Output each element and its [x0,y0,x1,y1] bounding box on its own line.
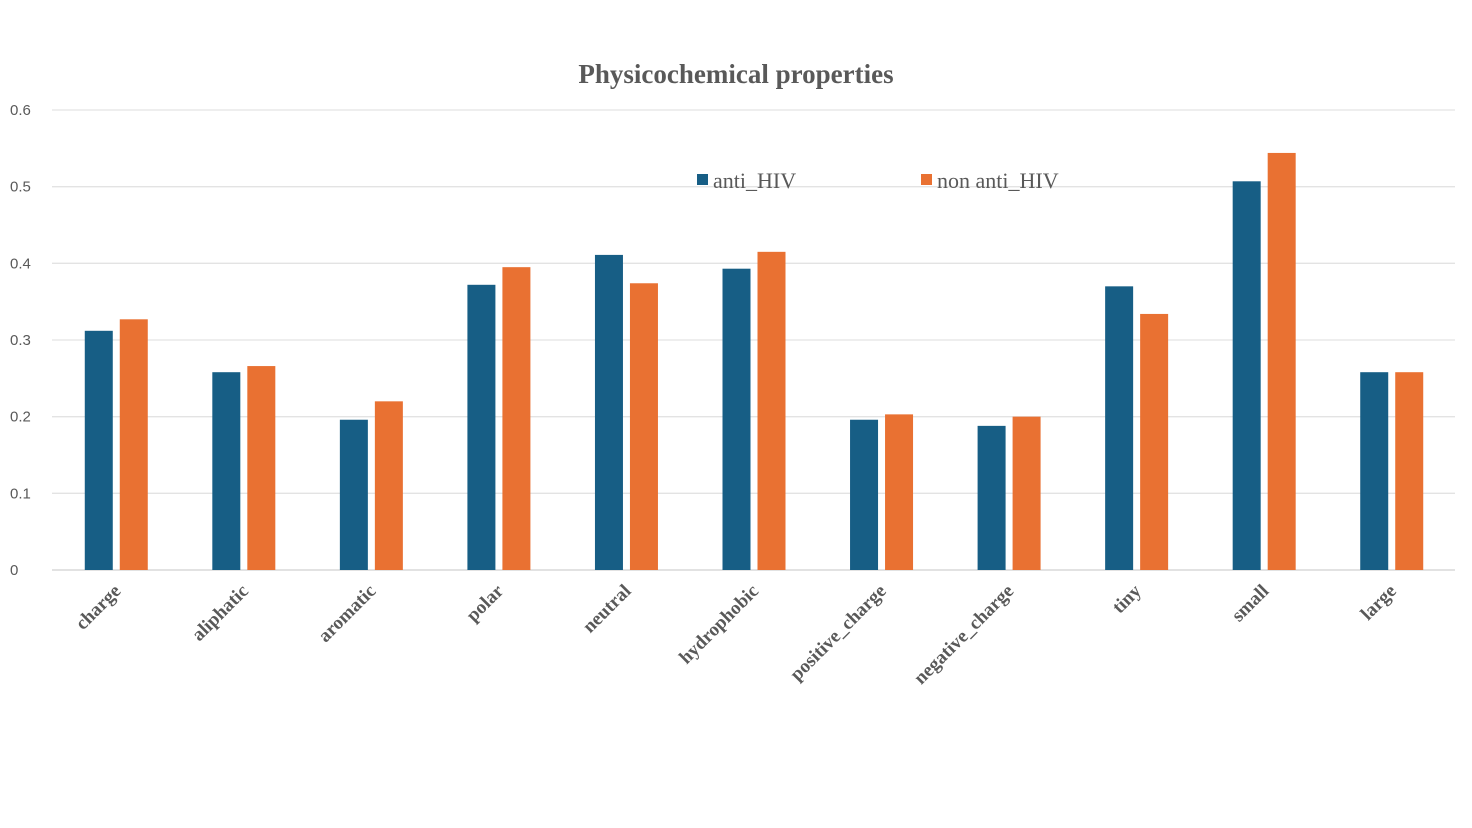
x-axis-ticks: charge aliphatic aromatic polar neutral hydro… [72,580,1401,689]
y-tick-label: 0.1 [10,485,31,502]
y-tick-label: 0.6 [10,102,31,119]
x-tick-label: negative_charge [910,581,1018,689]
legend-swatch-anti-hiv [697,174,708,185]
bar-negative-charge-non-anti-hiv [1012,416,1041,570]
bar-aromatic-anti-hiv [339,419,368,570]
x-tick-label: aromatic [314,581,380,647]
gridlines [52,109,1455,571]
legend-swatch-non-anti-hiv [921,174,932,185]
x-tick-label: hydrophobic [675,581,763,669]
y-tick-label: 0 [10,562,18,579]
y-tick-label: 0.5 [10,179,31,196]
x-tick-label: charge [72,581,126,635]
bar-charge-anti-hiv [84,330,113,570]
bar-aromatic-non-anti-hiv [374,401,403,570]
bar-large-anti-hiv [1360,372,1389,570]
bar-negative-charge-anti-hiv [977,425,1006,570]
x-tick-label: large [1357,581,1401,625]
bar-polar-anti-hiv [467,284,496,570]
bar-neutral-anti-hiv [594,254,623,570]
x-tick-label: positive_charge [786,581,890,685]
bars [84,152,1424,571]
bar-hydrophobic-anti-hiv [722,268,751,570]
chart-title: Physicochemical properties [578,59,893,89]
bar-hydrophobic-non-anti-hiv [757,251,786,571]
bar-positive-charge-non-anti-hiv [885,414,914,570]
bar-small-non-anti-hiv [1267,152,1296,570]
x-tick-label: neutral [579,581,636,638]
legend-label-non-anti-hiv: non anti_HIV [937,168,1059,193]
bar-neutral-non-anti-hiv [629,283,658,570]
legend: anti_HIV non anti_HIV [697,168,1059,193]
bar-aliphatic-non-anti-hiv [247,366,276,570]
x-tick-label: small [1228,581,1273,626]
y-tick-label: 0.3 [10,332,31,349]
x-tick-label: polar [462,580,508,626]
bar-aliphatic-anti-hiv [212,372,241,570]
bar-positive-charge-anti-hiv [850,419,879,570]
y-axis-ticks: 0 0.1 0.2 0.3 0.4 0.5 0.6 [10,102,31,579]
legend-label-anti-hiv: anti_HIV [713,168,796,193]
x-tick-label: tiny [1108,580,1146,618]
bar-large-non-anti-hiv [1395,372,1424,570]
bar-tiny-non-anti-hiv [1140,313,1169,570]
bar-polar-non-anti-hiv [502,267,531,570]
x-tick-label: aliphatic [188,581,253,646]
bar-small-anti-hiv [1232,181,1261,571]
bar-tiny-anti-hiv [1105,286,1134,570]
y-tick-label: 0.4 [10,255,31,272]
bar-charge-non-anti-hiv [119,319,148,570]
y-tick-label: 0.2 [10,409,31,426]
